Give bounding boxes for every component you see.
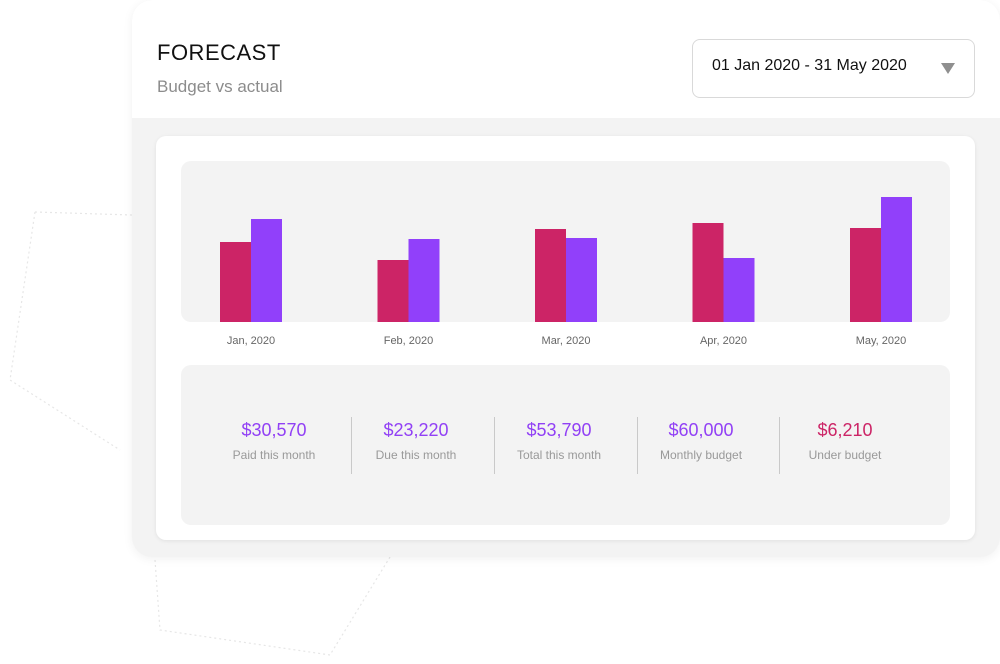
bar-budget-4 (850, 228, 881, 322)
x-tick-label: Mar, 2020 (541, 335, 591, 347)
x-tick-label: May, 2020 (855, 335, 907, 347)
stat-value: $30,570 (241, 420, 307, 440)
stat-label: Due this month (375, 448, 457, 462)
stat-total-this-month: $53,790 Total this month (489, 420, 629, 462)
page-subtitle: Budget vs actual (157, 77, 283, 96)
stat-due-this-month: $23,220 Due this month (346, 420, 486, 462)
stat-value: $60,000 (668, 420, 734, 440)
bar-chart (181, 161, 950, 322)
stat-value: $6,210 (817, 420, 873, 440)
page-title: FORECAST (157, 40, 281, 65)
x-tick-label: Jan, 2020 (226, 335, 276, 347)
x-tick-label: Apr, 2020 (699, 335, 748, 347)
bar-actual-3 (723, 258, 755, 322)
bar-budget-1 (377, 260, 409, 322)
bar-actual-0 (251, 219, 282, 322)
stat-under-budget: $6,210 Under budget (775, 420, 915, 462)
stat-label: Paid this month (232, 448, 316, 462)
content-panel: Jan, 2020 Feb, 2020 Mar, 2020 Apr, 2020 May,… (156, 136, 975, 540)
caret-down-icon (941, 63, 955, 74)
stat-divider (494, 417, 495, 474)
stat-label: Total this month (516, 448, 602, 462)
stat-divider (637, 417, 638, 474)
stat-divider (779, 417, 780, 474)
bar-actual-4 (881, 197, 912, 322)
x-axis-labels: Jan, 2020 Feb, 2020 Mar, 2020 Apr, 2020 May,… (181, 335, 950, 351)
date-range-dropdown[interactable]: 01 Jan 2020 - 31 May 2020 (692, 39, 975, 98)
stat-label: Under budget (808, 448, 882, 462)
bar-budget-3 (692, 223, 724, 322)
bar-chart-svg (220, 197, 912, 322)
bar-budget-0 (220, 242, 251, 322)
date-range-value: 01 Jan 2020 - 31 May 2020 (712, 57, 907, 74)
stat-label: Monthly budget (659, 448, 743, 462)
card-header: FORECAST Budget vs actual 01 Jan 2020 - … (132, 0, 1000, 118)
bar-actual-2 (566, 238, 597, 322)
bar-budget-2 (535, 229, 566, 322)
stats-summary: $30,570 Paid this month $23,220 Due this… (181, 365, 950, 525)
stat-value: $53,790 (526, 420, 592, 440)
stat-paid-this-month: $30,570 Paid this month (204, 420, 344, 462)
bar-actual-1 (408, 239, 440, 322)
x-tick-label: Feb, 2020 (383, 335, 434, 347)
stat-monthly-budget: $60,000 Monthly budget (631, 420, 771, 462)
forecast-card: FORECAST Budget vs actual 01 Jan 2020 - … (132, 0, 1000, 557)
stat-value: $23,220 (383, 420, 449, 440)
stat-divider (351, 417, 352, 474)
